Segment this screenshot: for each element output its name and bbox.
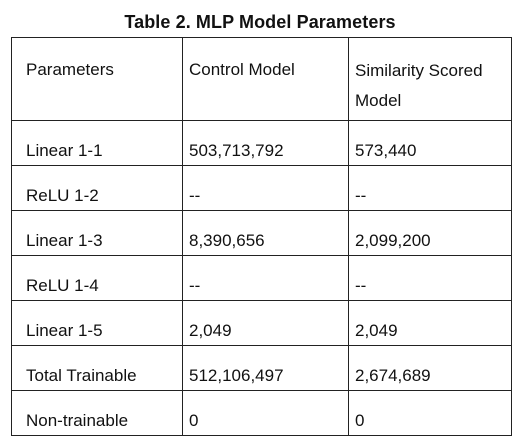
similarity-value: 573,440 [355, 141, 417, 160]
similarity-value: -- [355, 276, 367, 295]
similarity-value: 0 [355, 411, 365, 430]
similarity-value: 2,674,689 [355, 366, 431, 385]
row-label-cell: Linear 1-1 [11, 120, 183, 166]
row-label: ReLU 1-4 [26, 276, 99, 295]
table-row: ReLU 1-4 -- -- [11, 255, 512, 301]
row-label-cell: Non-trainable [11, 390, 183, 436]
row-label-cell: Linear 1-3 [11, 210, 183, 256]
control-value-cell: -- [182, 165, 349, 211]
similarity-value-cell: 2,049 [348, 300, 512, 346]
similarity-value-cell: 2,099,200 [348, 210, 512, 256]
control-value: 512,106,497 [189, 366, 284, 385]
row-label: Linear 1-3 [26, 231, 103, 250]
table-row: Non-trainable 0 0 [11, 390, 512, 436]
control-value: -- [189, 186, 201, 205]
header-row: Parameters Control Model Similarity Scor… [11, 37, 512, 121]
row-label: Linear 1-5 [26, 321, 103, 340]
similarity-value: 2,099,200 [355, 231, 431, 250]
header-cell: Parameters [11, 37, 183, 121]
row-label-cell: Total Trainable [11, 345, 183, 391]
parameters-table: Parameters Control Model Similarity Scor… [11, 37, 512, 436]
row-label-cell: ReLU 1-2 [11, 165, 183, 211]
table-row: Linear 1-3 8,390,656 2,099,200 [11, 210, 512, 256]
similarity-value: 2,049 [355, 321, 398, 340]
control-value-cell: 8,390,656 [182, 210, 349, 256]
table-title: Table 2. MLP Model Parameters [124, 12, 396, 32]
control-value: 503,713,792 [189, 141, 284, 160]
header-control-model: Control Model [189, 60, 295, 79]
header-parameters: Parameters [26, 60, 114, 79]
table-row: Linear 1-5 2,049 2,049 [11, 300, 512, 346]
row-label-cell: Linear 1-5 [11, 300, 183, 346]
row-label-cell: ReLU 1-4 [11, 255, 183, 301]
row-label: Non-trainable [26, 411, 129, 430]
control-value: 8,390,656 [189, 231, 265, 250]
header-cell: Control Model [182, 37, 349, 121]
control-value-cell: 0 [182, 390, 349, 436]
table-row: Total Trainable 512,106,497 2,674,689 [11, 345, 512, 391]
similarity-value-cell: -- [348, 255, 512, 301]
table-row: ReLU 1-2 -- -- [11, 165, 512, 211]
control-value: -- [189, 276, 201, 295]
control-value-cell: 512,106,497 [182, 345, 349, 391]
control-value-cell: 2,049 [182, 300, 349, 346]
similarity-value-cell: -- [348, 165, 512, 211]
header-cell: Similarity Scored Model [348, 37, 512, 121]
similarity-value-cell: 2,674,689 [348, 345, 512, 391]
table-row: Linear 1-1 503,713,792 573,440 [11, 120, 512, 166]
header-similarity-scored-model: Similarity Scored Model [355, 61, 483, 110]
row-label: Total Trainable [26, 366, 137, 385]
control-value: 2,049 [189, 321, 232, 340]
control-value: 0 [189, 411, 199, 430]
control-value-cell: 503,713,792 [182, 120, 349, 166]
similarity-value: -- [355, 186, 367, 205]
row-label: ReLU 1-2 [26, 186, 99, 205]
row-label: Linear 1-1 [26, 141, 103, 160]
similarity-value-cell: 0 [348, 390, 512, 436]
control-value-cell: -- [182, 255, 349, 301]
similarity-value-cell: 573,440 [348, 120, 512, 166]
